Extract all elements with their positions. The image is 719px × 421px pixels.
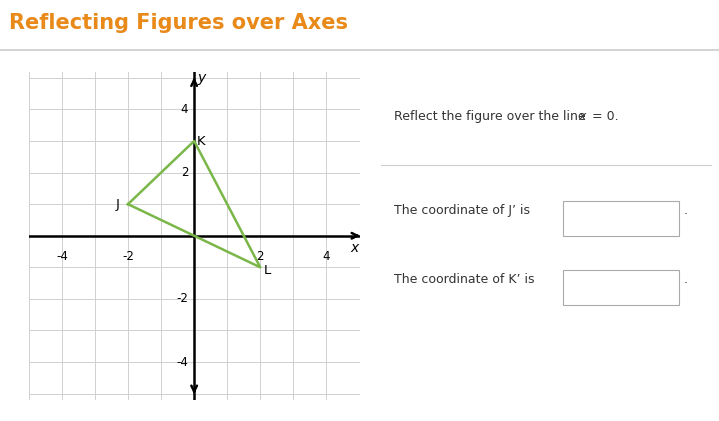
Text: -4: -4	[176, 356, 188, 368]
Text: The coordinate of J’ is: The coordinate of J’ is	[394, 204, 531, 216]
Text: 4: 4	[180, 103, 188, 116]
Text: 4: 4	[323, 250, 330, 263]
Text: L: L	[264, 264, 271, 277]
Text: Reflect the figure over the line: Reflect the figure over the line	[394, 110, 590, 123]
Text: -4: -4	[56, 250, 68, 263]
Text: K: K	[197, 135, 206, 147]
Text: ▾: ▾	[667, 274, 672, 284]
Text: .: .	[684, 273, 687, 285]
Text: -2: -2	[122, 250, 134, 263]
Text: ▾: ▾	[667, 205, 672, 215]
Text: -2: -2	[176, 293, 188, 305]
Bar	[563, 271, 679, 305]
Text: = 0.: = 0.	[588, 110, 618, 123]
Text: x: x	[578, 110, 585, 123]
Text: Reflecting Figures over Axes: Reflecting Figures over Axes	[9, 13, 347, 33]
Text: 2: 2	[180, 166, 188, 179]
Text: J: J	[116, 198, 119, 210]
Bar	[563, 202, 679, 236]
Text: y: y	[197, 71, 206, 85]
Text: x: x	[350, 241, 359, 255]
Text: .: .	[684, 204, 687, 216]
Text: 2: 2	[257, 250, 264, 263]
Text: The coordinate of K’ is: The coordinate of K’ is	[394, 273, 535, 285]
